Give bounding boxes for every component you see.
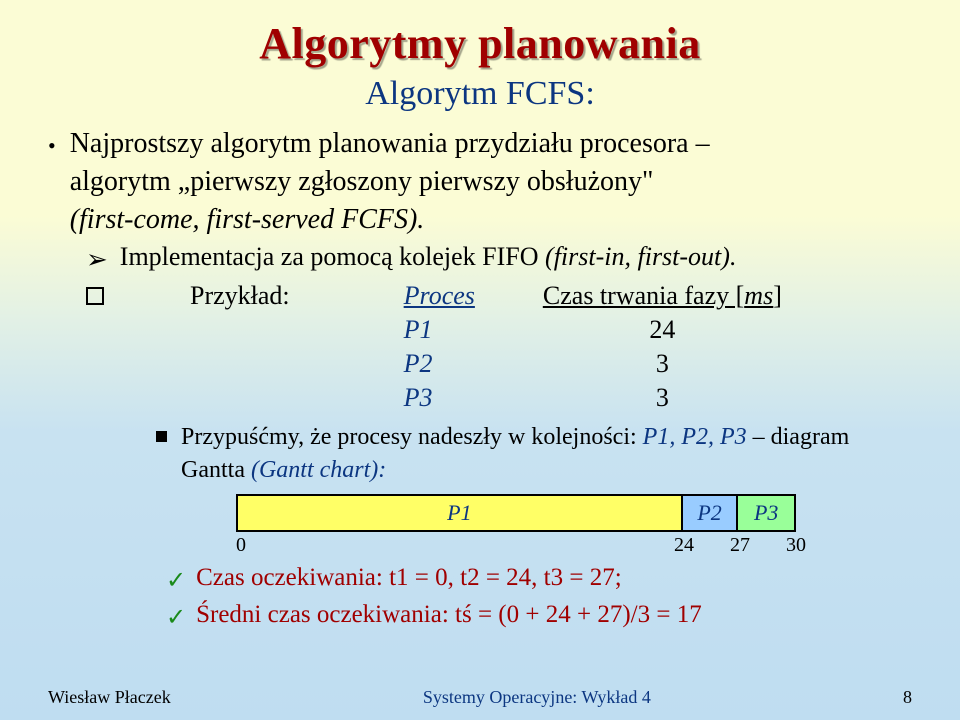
page-subtitle: Algorytm FCFS: <box>48 75 912 113</box>
gantt-chart: P1 P2 P3 0 24 27 30 <box>236 494 796 558</box>
tick-30: 30 <box>786 534 806 557</box>
impl-b: (first-in, first-out). <box>545 242 736 271</box>
col-time: Czas trwania fazy [ms] <box>509 279 816 313</box>
avg-wait-item: ✓ Średni czas oczekiwania: tś = (0 + 24 … <box>166 601 912 632</box>
proc-name: P3 <box>324 381 509 415</box>
avg-wait-text: Średni czas oczekiwania: tś = (0 + 24 + … <box>196 601 702 629</box>
arrow-icon: ➢ <box>86 245 108 275</box>
implementation-item: ➢ Implementacja za pomocą kolejek FIFO (… <box>86 242 912 275</box>
proc-name: P1 <box>324 313 509 347</box>
assumption-text: Przypuśćmy, że procesy nadeszły w kolejn… <box>181 421 912 486</box>
proc-val: 3 <box>509 347 816 381</box>
bullet-1-line-a: Najprostszy algorytm planowania przydzia… <box>70 128 710 159</box>
tick-0: 0 <box>236 534 246 557</box>
gantt-bar: P1 P2 P3 <box>236 494 796 532</box>
bullet-1-line-c: (first-come, first-served FCFS). <box>70 204 425 235</box>
gantt-axis: 0 24 27 30 <box>236 534 796 558</box>
page-title: Algorytmy planowania <box>48 18 912 69</box>
bullet-dot-icon: • <box>48 135 56 157</box>
wait-time-item: ✓ Czas oczekiwania: t1 = 0, t2 = 24, t3 … <box>166 564 912 595</box>
assume-procs: P1, P2, P3 <box>643 424 747 450</box>
proc-val: 3 <box>509 381 816 415</box>
impl-a: Implementacja za pomocą kolejek FIFO <box>120 242 545 271</box>
example-item: Przykład: Proces Czas trwania fazy [ms] … <box>86 279 912 415</box>
proc-name: P2 <box>324 347 509 381</box>
tick-24: 24 <box>674 534 694 557</box>
footer-page: 8 <box>903 687 912 708</box>
small-square-icon <box>156 431 167 442</box>
gantt-seg-p1: P1 <box>238 496 683 530</box>
table-header-row: Przykład: Proces Czas trwania fazy [ms] <box>190 279 816 313</box>
tick-27: 27 <box>730 534 750 557</box>
content-list: • Najprostszy algorytm planowania przydz… <box>48 125 912 486</box>
square-icon <box>86 287 104 305</box>
footer: Wiesław Płaczek Systemy Operacyjne: Wykł… <box>48 687 912 708</box>
col-process: Proces <box>324 279 509 313</box>
process-table: Przykład: Proces Czas trwania fazy [ms] … <box>190 279 816 415</box>
gantt-seg-p3: P3 <box>738 496 794 530</box>
check-icon: ✓ <box>166 603 186 632</box>
table-row: P3 3 <box>190 381 816 415</box>
assume-a: Przypuśćmy, że procesy nadeszły w kolejn… <box>181 424 643 450</box>
bullet-1-line-b: algorytm „pierwszy zgłoszony pierwszy ob… <box>70 166 654 197</box>
example-label: Przykład: <box>190 279 324 313</box>
bullet-1-text: Najprostszy algorytm planowania przydzia… <box>70 125 710 238</box>
proc-val: 24 <box>509 313 816 347</box>
example-content: Przykład: Proces Czas trwania fazy [ms] … <box>190 279 816 415</box>
gantt-seg-p2: P2 <box>683 496 739 530</box>
implementation-text: Implementacja za pomocą kolejek FIFO (fi… <box>120 242 737 272</box>
wait-time-text: Czas oczekiwania: t1 = 0, t2 = 24, t3 = … <box>196 564 622 592</box>
assume-gantt: (Gantt chart): <box>251 457 386 483</box>
footer-title: Systemy Operacyjne: Wykład 4 <box>423 687 651 708</box>
assumption-item: Przypuśćmy, że procesy nadeszły w kolejn… <box>156 421 912 486</box>
table-row: P1 24 <box>190 313 816 347</box>
bullet-item-1: • Najprostszy algorytm planowania przydz… <box>48 125 912 238</box>
table-row: P2 3 <box>190 347 816 381</box>
check-icon: ✓ <box>166 566 186 595</box>
footer-author: Wiesław Płaczek <box>48 687 171 708</box>
